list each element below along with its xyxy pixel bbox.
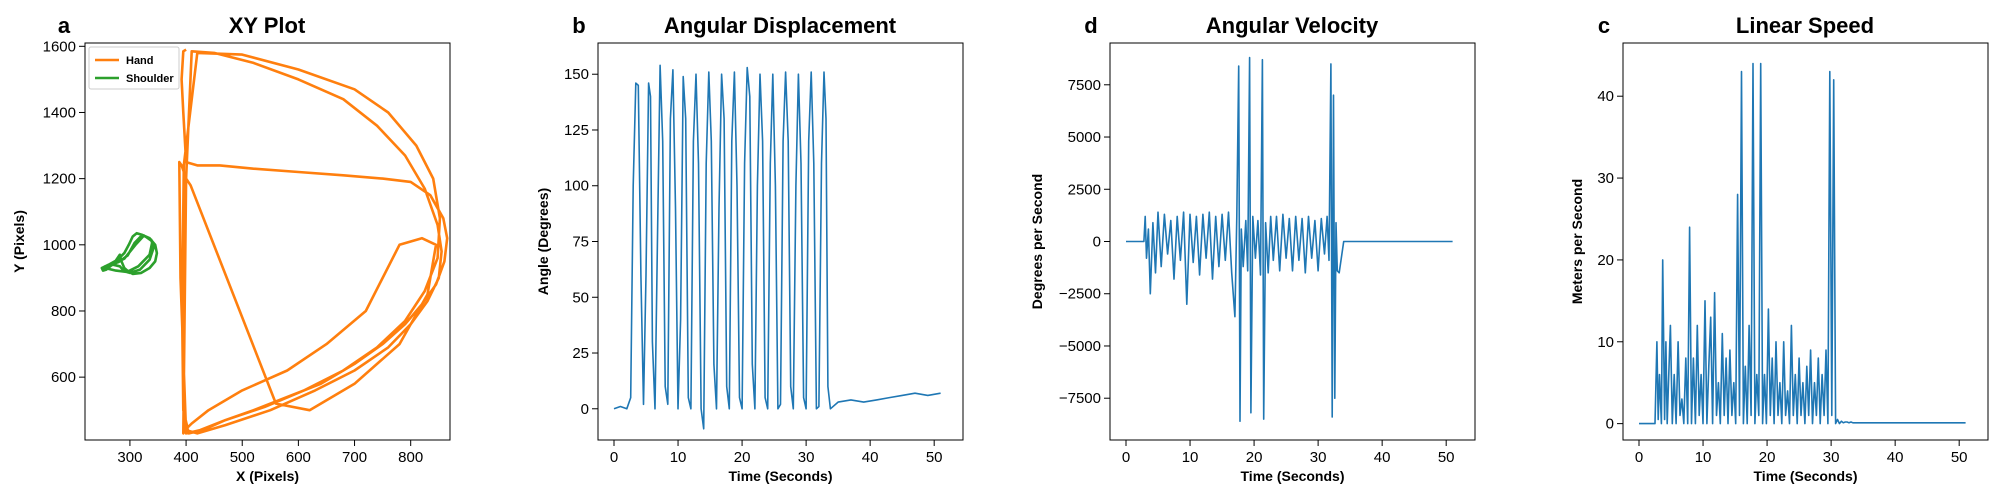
chart-panel-a: a XY Plot 300 400 500 600 700 800 600 800 1000 1200… — [11, 13, 451, 484]
legend-label-shoulder: Shoulder — [126, 73, 174, 85]
y-axis-label: Y (Pixels) — [11, 210, 27, 273]
x-tick-label: 10 — [670, 449, 687, 466]
panel-letter: d — [1084, 13, 1097, 38]
y-axis-label: Angle (Degrees) — [535, 188, 551, 295]
y-tick-label: 1400 — [43, 104, 76, 121]
x-tick-label: 20 — [734, 449, 751, 466]
y-tick-label: 1000 — [43, 237, 76, 254]
series-line-shoulder — [100, 231, 159, 276]
y-tick-label: 2500 — [1068, 181, 1101, 198]
series-line-series-0 — [1126, 56, 1453, 423]
y-tick-label: 800 — [51, 303, 76, 320]
x-tick-label: 30 — [1310, 449, 1327, 466]
x-tick-label: 0 — [610, 449, 618, 466]
y-tick-label: 25 — [572, 345, 589, 362]
chart-panel-d: d Angular Velocity 0 10 20 30 40 50 −7500 −5000 −2… — [1029, 13, 1476, 484]
x-tick-label: 700 — [342, 449, 367, 466]
x-axis-label: Time (Seconds) — [729, 468, 833, 484]
x-tick-label: 50 — [926, 449, 943, 466]
x-axis-label: X (Pixels) — [236, 468, 299, 484]
series-line-series-0 — [1639, 62, 1966, 425]
y-tick-label: 20 — [1597, 252, 1614, 269]
x-tick-label: 10 — [1695, 449, 1712, 466]
x-tick-label: 800 — [398, 449, 423, 466]
plot-frame — [84, 42, 451, 441]
x-tick-label: 500 — [230, 449, 255, 466]
legend-label-hand: Hand — [126, 55, 154, 67]
x-tick-label: 0 — [1635, 449, 1643, 466]
y-tick-label: 600 — [51, 369, 76, 386]
x-tick-label: 20 — [1246, 449, 1263, 466]
x-tick-label: 600 — [286, 449, 311, 466]
chart-panel-c: c Linear Speed 0 10 20 30 40 50 0 10 20 30 40 Time (S… — [1569, 13, 1989, 484]
y-tick-label: 7500 — [1068, 77, 1101, 94]
y-axis-label: Degrees per Second — [1029, 174, 1045, 309]
y-tick-label: 0 — [1606, 416, 1614, 433]
x-tick-label: 40 — [1374, 449, 1391, 466]
chart-title: Linear Speed — [1736, 13, 1874, 38]
legend: Hand Shoulder — [88, 46, 180, 90]
x-tick-label: 20 — [1759, 449, 1776, 466]
x-tick-label: 50 — [1951, 449, 1968, 466]
y-tick-label: 5000 — [1068, 129, 1101, 146]
y-tick-label: −2500 — [1059, 286, 1101, 303]
y-tick-label: 1600 — [43, 38, 76, 55]
y-tick-label: 75 — [572, 234, 589, 251]
y-tick-label: 150 — [564, 66, 589, 83]
y-tick-label: 100 — [564, 178, 589, 195]
y-tick-label: 1200 — [43, 171, 76, 188]
x-tick-label: 30 — [798, 449, 815, 466]
panel-letter: b — [572, 13, 585, 38]
y-tick-label: −5000 — [1059, 338, 1101, 355]
y-tick-label: 40 — [1597, 88, 1614, 105]
x-axis-label: Time (Seconds) — [1241, 468, 1345, 484]
y-tick-label: 0 — [581, 401, 589, 418]
chart-title: XY Plot — [229, 13, 306, 38]
x-tick-label: 40 — [1887, 449, 1904, 466]
panel-letter: c — [1598, 13, 1610, 38]
x-tick-label: 40 — [862, 449, 879, 466]
series-line-hand — [178, 48, 449, 435]
x-axis-label: Time (Seconds) — [1754, 468, 1858, 484]
chart-panel-b: b Angular Displacement 0 10 20 30 40 50 0 25 50 75 1… — [535, 13, 964, 484]
chart-title: Angular Displacement — [664, 13, 897, 38]
x-tick-label: 400 — [174, 449, 199, 466]
x-tick-label: 30 — [1823, 449, 1840, 466]
y-tick-label: 10 — [1597, 334, 1614, 351]
x-tick-label: 10 — [1182, 449, 1199, 466]
y-axis-label: Meters per Second — [1569, 179, 1585, 304]
y-tick-label: −7500 — [1059, 390, 1101, 407]
y-tick-label: 0 — [1093, 234, 1101, 251]
series-line-series-0 — [613, 64, 941, 430]
y-tick-label: 50 — [572, 289, 589, 306]
x-tick-label: 0 — [1122, 449, 1130, 466]
chart-title: Angular Velocity — [1206, 13, 1379, 38]
y-tick-label: 30 — [1597, 170, 1614, 187]
panel-letter: a — [58, 13, 71, 38]
x-tick-label: 300 — [117, 449, 142, 466]
y-tick-label: 125 — [564, 122, 589, 139]
x-tick-label: 50 — [1438, 449, 1455, 466]
plot-frame — [1622, 42, 1989, 441]
